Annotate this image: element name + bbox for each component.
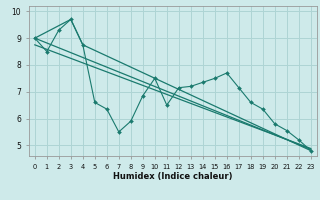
- X-axis label: Humidex (Indice chaleur): Humidex (Indice chaleur): [113, 172, 233, 181]
